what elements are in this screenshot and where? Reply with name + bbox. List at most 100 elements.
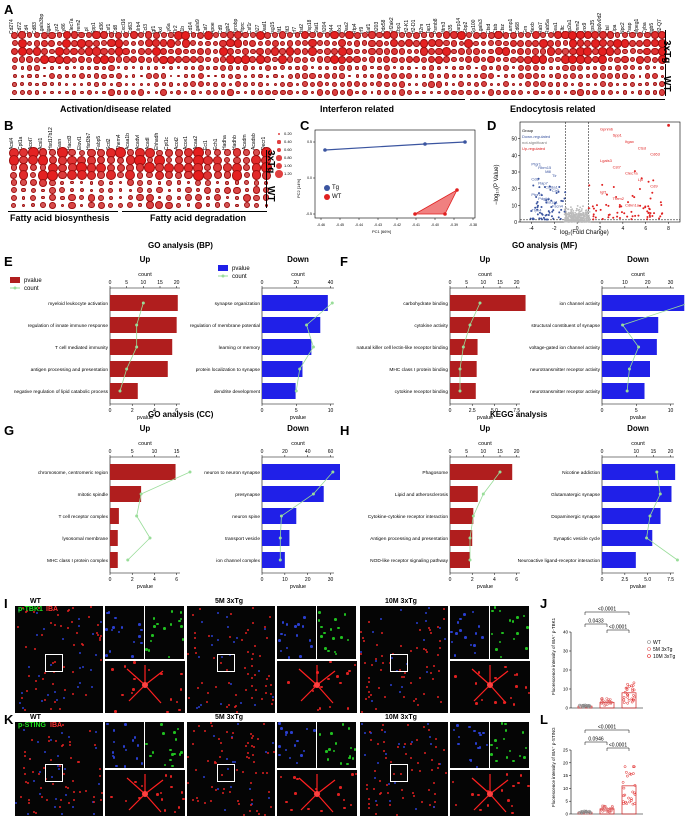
cell-speck — [400, 772, 403, 775]
cell-speck — [262, 722, 265, 725]
volcano-point-up — [601, 218, 604, 221]
cell-speck — [53, 624, 56, 627]
channel-speck — [305, 727, 309, 731]
expression-dot — [406, 48, 412, 55]
inset-box — [217, 764, 235, 783]
expression-dot — [532, 89, 539, 96]
cell-speck — [373, 769, 376, 772]
channel-speck — [114, 616, 117, 620]
channel-speck — [112, 756, 116, 759]
panel-label-i: I — [4, 596, 8, 611]
expression-dot — [301, 48, 309, 55]
pvalue-tick-label: 2 — [131, 577, 134, 583]
expression-dot — [532, 73, 539, 79]
term-label: natural killer cell lectin-like receptor… — [357, 345, 449, 351]
expression-dot — [109, 73, 114, 79]
cell-speck — [390, 761, 393, 764]
cell-speck — [445, 772, 448, 775]
bar-panel-half-title: Up — [480, 424, 491, 433]
expression-dot — [60, 180, 65, 185]
volcano-point-up — [612, 216, 615, 219]
volcano-point-up — [633, 170, 636, 173]
expression-dot — [651, 72, 659, 80]
volcano-point-ns — [587, 214, 590, 217]
expression-dot — [235, 48, 241, 55]
expression-dot — [176, 66, 180, 70]
expression-dot — [88, 202, 95, 209]
expression-dot — [10, 187, 17, 194]
expression-dot — [147, 187, 153, 193]
expression-dot — [203, 30, 213, 40]
channel-speck — [512, 703, 516, 706]
cell-speck — [398, 742, 401, 745]
expression-dot — [348, 74, 352, 78]
cell-speck — [368, 620, 371, 623]
expression-dot — [98, 194, 105, 201]
expression-dot — [465, 31, 472, 39]
cell-speck — [365, 686, 368, 689]
expression-dot — [145, 201, 154, 210]
expression-dot — [316, 81, 323, 88]
cell-speck — [229, 613, 232, 616]
term-label: T cell mediated immunity — [55, 345, 109, 351]
expression-dot — [127, 195, 133, 201]
cell-speck — [72, 692, 75, 695]
cell-speck — [234, 761, 237, 764]
count-axis-title: count — [291, 441, 305, 447]
volcano-point-ns — [588, 217, 590, 220]
cell-speck — [206, 700, 209, 703]
expression-dot — [421, 56, 428, 63]
channel-speck — [287, 656, 291, 659]
channel-speck — [299, 655, 302, 658]
count-point — [305, 323, 309, 327]
cell-speck — [204, 801, 207, 804]
expression-dot — [116, 81, 122, 87]
channel-speck — [478, 746, 482, 749]
cell-speck — [253, 644, 256, 647]
expression-dot — [146, 90, 151, 95]
volcano-xtick-label: 6 — [644, 226, 647, 232]
expression-dot — [79, 188, 84, 193]
cell-speck — [250, 677, 253, 680]
expression-dot — [146, 172, 153, 179]
volcano-point-up — [627, 201, 630, 204]
expression-dot — [503, 56, 509, 63]
channel-speck — [123, 765, 127, 768]
row-label-b-wt: WT — [265, 186, 276, 202]
cell-speck — [267, 675, 270, 678]
count-axis-title: count — [478, 441, 492, 447]
term-bar — [450, 361, 477, 377]
channel-speck — [516, 616, 519, 619]
cell-speck — [362, 636, 365, 639]
scatter-point — [601, 804, 604, 808]
cell-speck — [428, 628, 431, 631]
pvalue-tick-label: 5.0 — [644, 577, 651, 583]
cell-speck — [232, 640, 235, 643]
expression-dot — [488, 40, 495, 47]
cell-speck — [237, 722, 240, 725]
cell-speck — [438, 763, 441, 766]
cell-speck — [26, 609, 29, 612]
volcano-point-up — [599, 208, 602, 211]
scatter-ytick-label: 20 — [563, 668, 569, 673]
expression-dot — [338, 39, 346, 48]
expression-dot — [235, 195, 239, 200]
expression-dot — [488, 65, 494, 71]
cell-speck — [26, 781, 29, 784]
expression-dot — [35, 82, 39, 86]
cell-speck — [206, 692, 209, 695]
channel-speck — [179, 617, 183, 621]
channel-speck — [301, 625, 305, 628]
volcano-point-up — [646, 210, 649, 213]
cell-speck — [422, 647, 425, 650]
expression-dot — [577, 73, 583, 79]
cell-speck — [409, 650, 412, 653]
expression-dot — [585, 90, 590, 95]
term-bar — [602, 295, 685, 311]
expression-dot — [398, 39, 406, 47]
cell-speck — [423, 692, 426, 695]
volcano-down-gene-label: Ptpn4 — [531, 192, 542, 197]
expression-dot — [659, 89, 666, 96]
inset-box — [45, 654, 63, 673]
volcano-point-ns — [588, 219, 591, 222]
